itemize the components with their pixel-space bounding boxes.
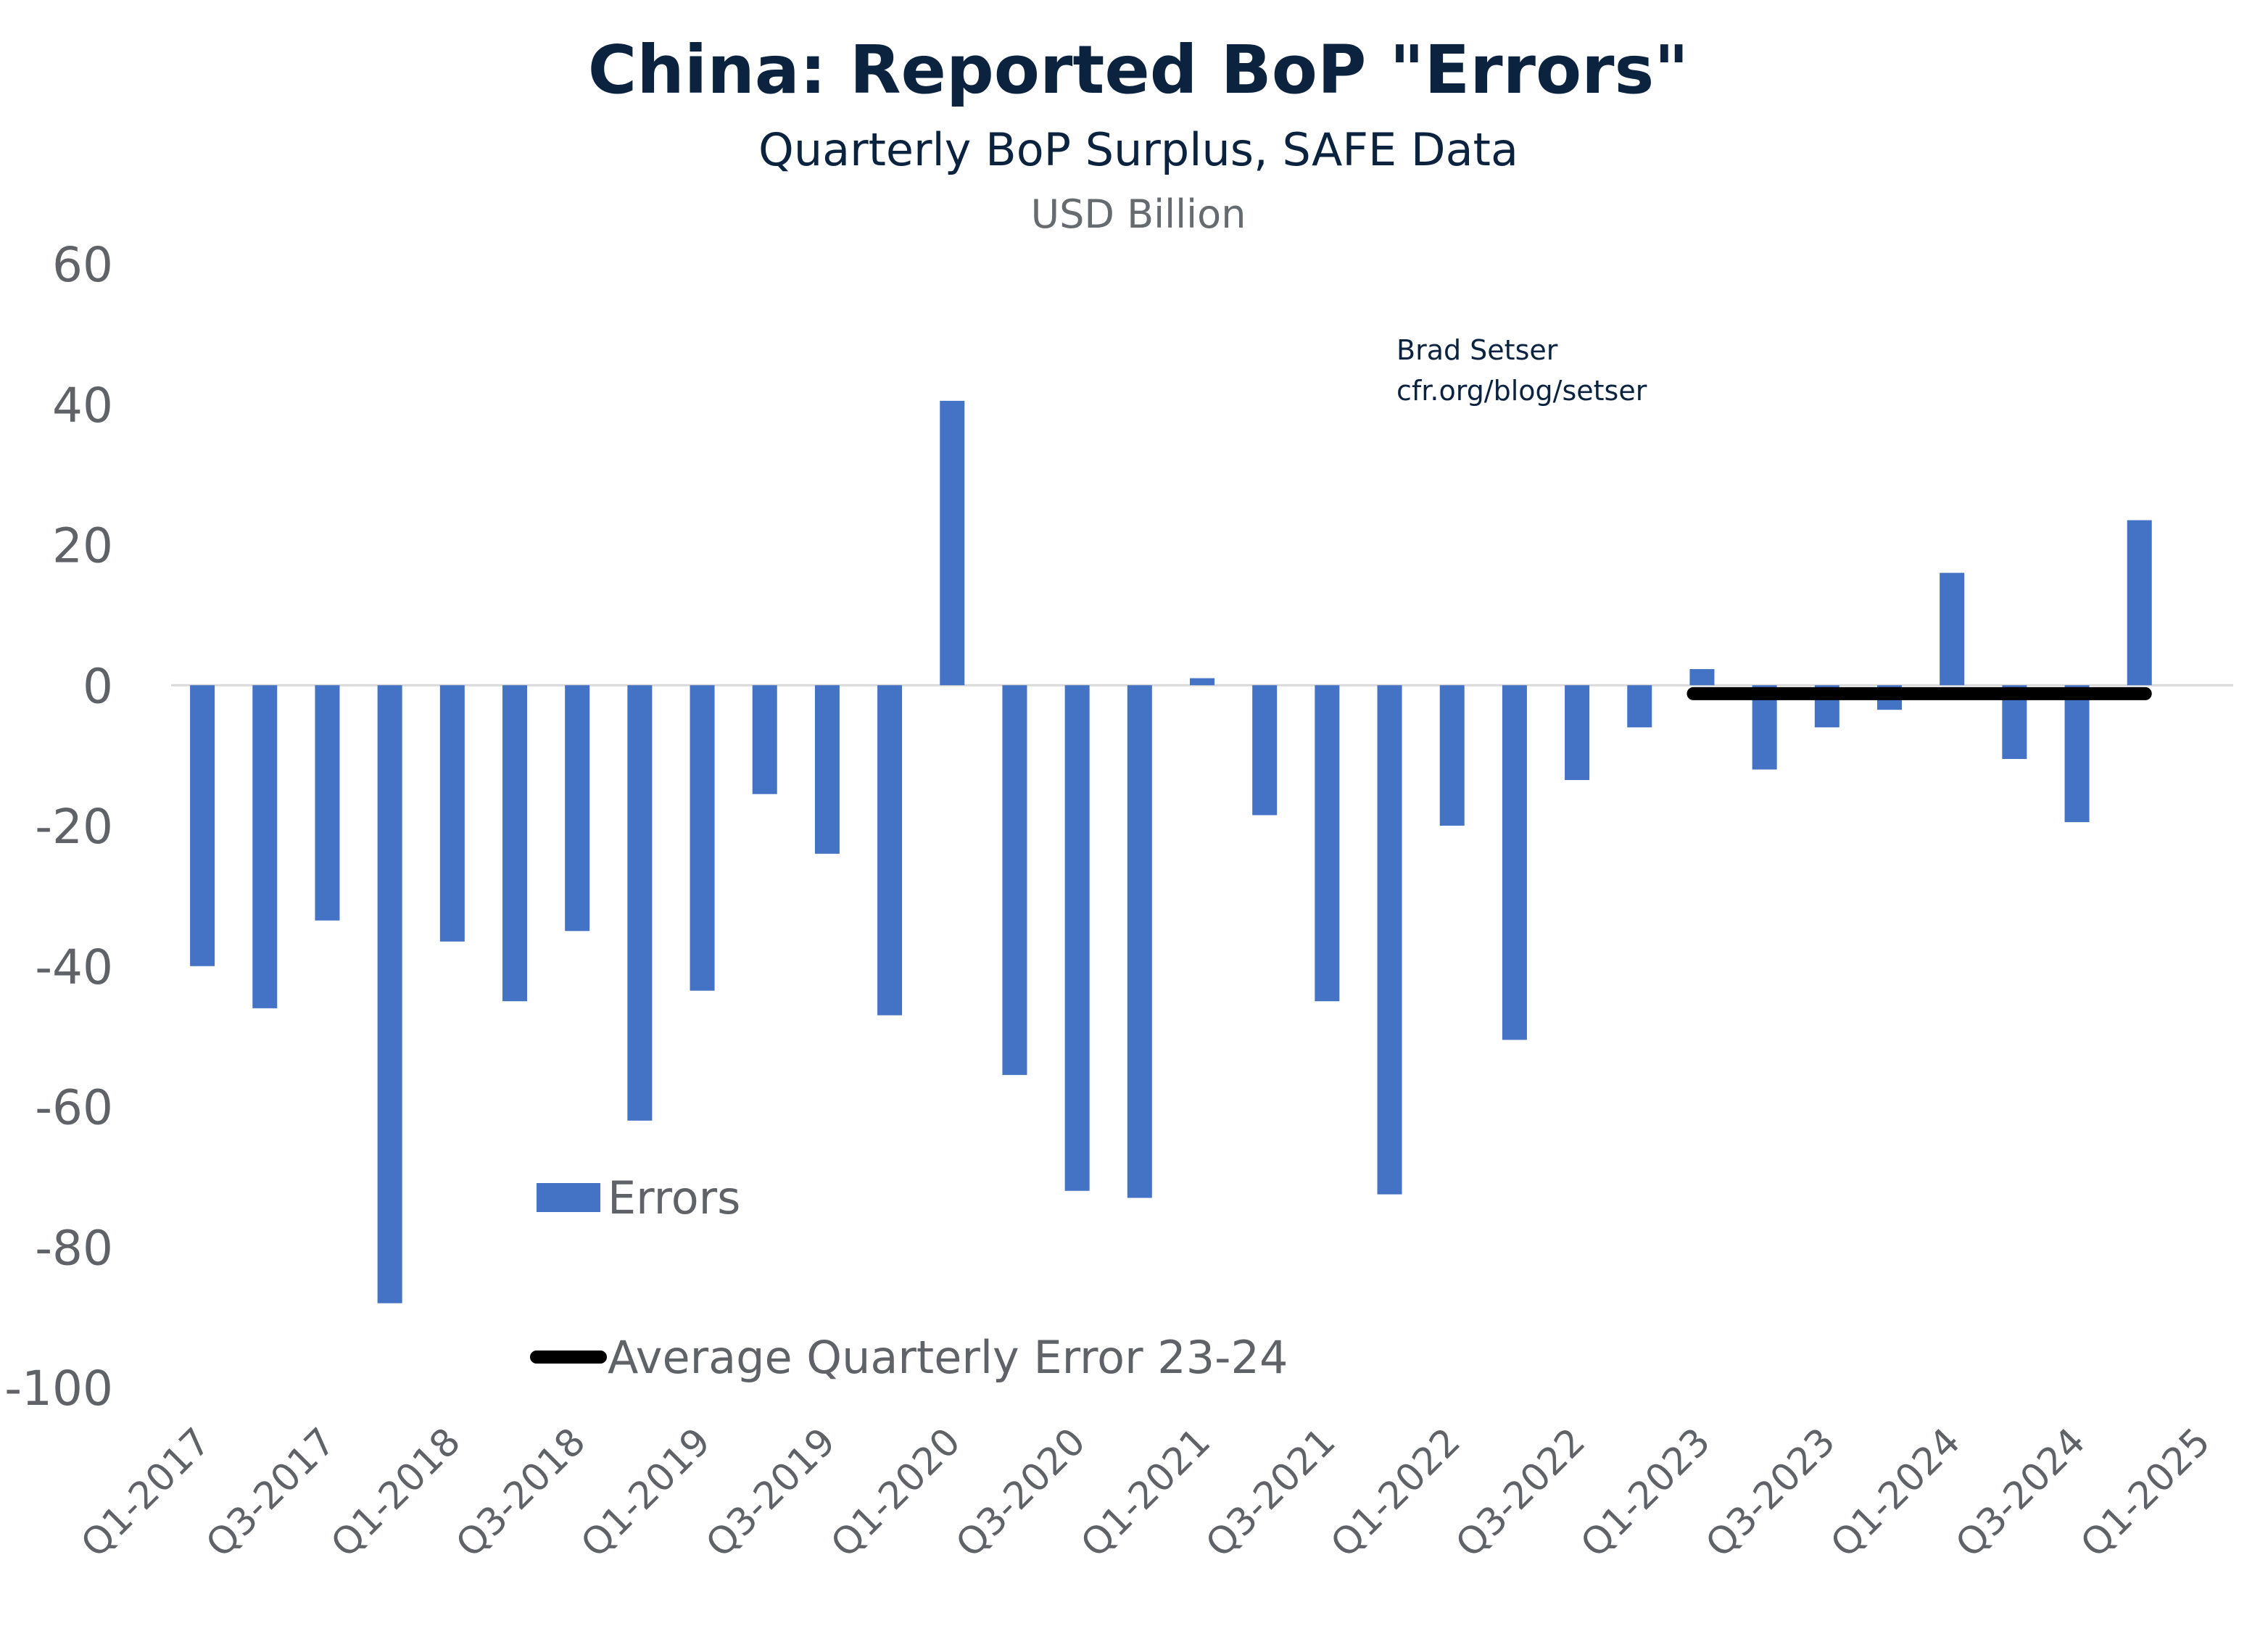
bar-q3-2024 (2064, 685, 2090, 823)
bar-q2-2018 (502, 685, 527, 1002)
y-tick-label: 60 (52, 237, 113, 293)
bar-q3-2020 (1064, 685, 1090, 1191)
bar-q4-2021 (1377, 685, 1402, 1195)
credit-url: cfr.org/blog/setser (1396, 375, 1647, 407)
bar-q1-2022 (1439, 685, 1465, 826)
x-tick-label: Q3-2018 (448, 1420, 595, 1567)
bar-q4-2022 (1627, 685, 1652, 728)
credit-author: Brad Setser (1396, 334, 1558, 366)
x-tick-label: Q1-2021 (1073, 1420, 1220, 1567)
x-tick-label: Q3-2021 (1198, 1420, 1344, 1567)
bar-q2-2020 (1002, 685, 1027, 1075)
x-tick-label: Q3-2023 (1697, 1420, 1844, 1567)
bar-q1-2019 (690, 685, 715, 991)
bar-q3-2022 (1565, 685, 1590, 781)
x-tick-label: Q3-2024 (1948, 1420, 2094, 1567)
x-tick-label: Q1-2018 (323, 1420, 469, 1567)
bar-q3-2021 (1315, 685, 1340, 1002)
x-tick-label: Q3-2020 (948, 1420, 1094, 1567)
bar-q1-2024 (1940, 573, 1965, 686)
bars (190, 400, 2152, 1303)
bar-q1-2017 (190, 685, 215, 966)
x-tick-label: Q1-2020 (823, 1420, 969, 1567)
legend-label-errors: Errors (608, 1171, 740, 1224)
legend: Errors Average Quarterly Error 23-24 (530, 1171, 1288, 1384)
legend-label-average: Average Quarterly Error 23-24 (608, 1331, 1288, 1384)
y-axis: 60 40 20 0 -20 -40 -60 -80 -100 (4, 237, 113, 1416)
x-tick-label: Q1-2017 (73, 1420, 220, 1567)
bar-q4-2020 (1127, 685, 1152, 1198)
x-tick-label: Q1-2022 (1323, 1420, 1469, 1567)
x-axis: Q1-2017Q3-2017Q1-2018Q3-2018Q1-2019Q3-20… (73, 1420, 2219, 1567)
x-tick-label: Q1-2025 (2072, 1420, 2219, 1567)
chart-title: China: Reported BoP "Errors" (588, 31, 1689, 109)
x-tick-label: Q3-2022 (1448, 1420, 1594, 1567)
bar-q3-2018 (565, 685, 590, 932)
bar-q4-2019 (877, 685, 903, 1016)
chart-units: USD Billion (1031, 191, 1246, 237)
bar-q3-2019 (814, 685, 840, 854)
bar-q2-2019 (752, 685, 777, 795)
bar-q1-2018 (439, 685, 465, 942)
bar-q4-2024 (2127, 520, 2152, 686)
y-tick-label: -100 (4, 1361, 113, 1416)
y-tick-label: -20 (35, 799, 113, 855)
bar-q1-2020 (940, 400, 965, 686)
bar-q3-2017 (315, 685, 340, 921)
bar-q1-2021 (1190, 678, 1214, 686)
bar-q1-2023 (1689, 668, 1715, 686)
legend-swatch-errors (537, 1183, 600, 1212)
x-tick-label: Q1-2024 (1823, 1420, 1969, 1567)
x-tick-label: Q1-2023 (1573, 1420, 1719, 1567)
y-tick-label: 20 (52, 518, 113, 574)
x-tick-label: Q3-2017 (198, 1420, 344, 1567)
bar-q4-2017 (377, 685, 402, 1303)
x-tick-label: Q3-2019 (698, 1420, 844, 1567)
y-tick-label: 0 (83, 658, 113, 714)
bar-q2-2022 (1502, 685, 1527, 1040)
y-tick-label: -60 (35, 1080, 113, 1136)
bar-q2-2017 (252, 685, 278, 1008)
bar-q2-2021 (1252, 685, 1278, 816)
x-tick-label: Q1-2019 (573, 1420, 719, 1567)
bar-q4-2018 (627, 685, 653, 1121)
y-tick-label: 40 (52, 378, 113, 433)
y-tick-label: -40 (35, 939, 113, 995)
y-tick-label: -80 (35, 1220, 113, 1276)
chart-subtitle: Quarterly BoP Surplus, SAFE Data (758, 123, 1518, 176)
